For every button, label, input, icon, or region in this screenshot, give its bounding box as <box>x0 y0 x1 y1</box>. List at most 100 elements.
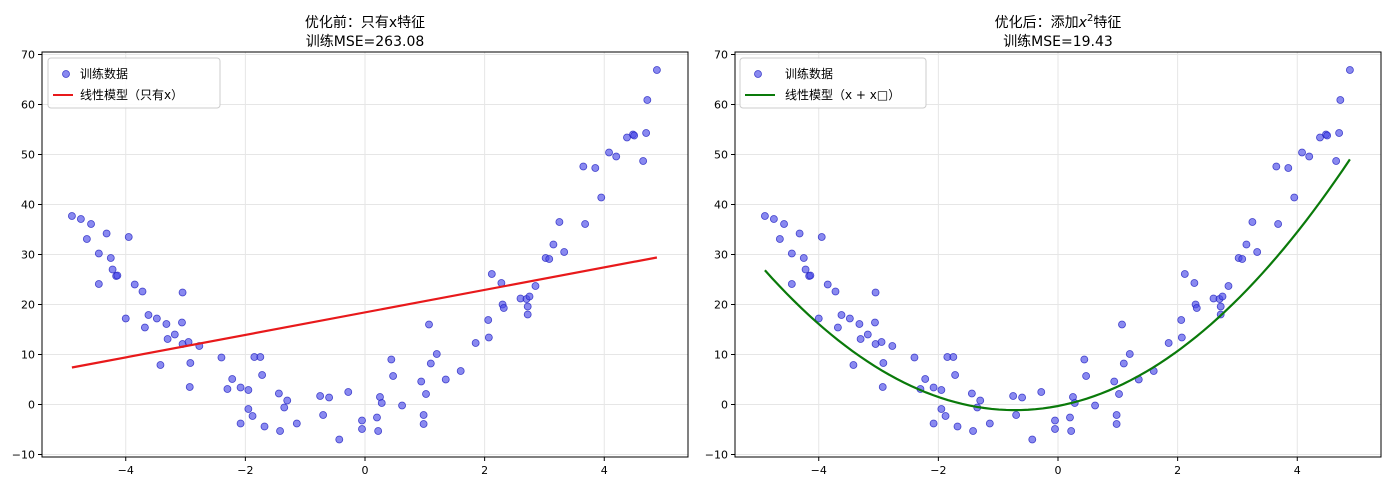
right-scatter-point <box>1112 411 1121 419</box>
left-scatter-point <box>643 96 652 104</box>
left-scatter-point <box>152 314 161 323</box>
right-scatter-point <box>1248 218 1257 226</box>
left-scatter-point <box>68 212 76 220</box>
left-scatter-point <box>87 220 95 228</box>
left-scatter-point <box>422 390 430 398</box>
left-scatter-point <box>244 405 253 413</box>
right-scatter-point <box>1242 240 1251 249</box>
right-grid <box>735 52 1381 457</box>
right-scatter-point <box>888 342 897 350</box>
right-scatter-point <box>1180 270 1189 278</box>
right-scatter-point <box>1298 148 1306 157</box>
left-xtick-label: 2 <box>481 464 488 477</box>
right-scatter-point <box>921 375 930 383</box>
right-scatter-point <box>1091 401 1099 410</box>
right-ytick-label: 50 <box>714 149 728 162</box>
right-ticks: −4 −2 0 2 4 −10 0 10 20 30 40 50 60 70 <box>705 49 1301 478</box>
left-scatter-point <box>374 427 383 435</box>
right-scatter-point <box>761 212 769 220</box>
left-scatter-point <box>531 282 540 290</box>
right-scatter-point <box>1216 302 1225 311</box>
left-scatter-point <box>549 240 558 249</box>
right-scatter-point <box>1192 304 1201 312</box>
right-scatter-point <box>953 422 962 431</box>
right-scatter-point <box>1290 193 1299 202</box>
left-ytick-label: 10 <box>21 349 35 362</box>
left-scatter-point <box>426 359 435 368</box>
left-scatter-point <box>244 386 253 394</box>
left-ytick-label: 50 <box>21 149 35 162</box>
left-scatter-point <box>523 310 532 319</box>
right-scatter-point <box>1345 66 1354 74</box>
right-chart-title-sup: 2 <box>1087 13 1093 24</box>
right-scatter-point <box>1125 350 1134 358</box>
left-scatter-point <box>484 333 493 342</box>
left-scatter-point <box>138 287 147 296</box>
left-model-line <box>71 256 658 369</box>
left-scatter-point <box>82 235 91 243</box>
left-scatter-point <box>545 255 554 263</box>
right-scatter-point <box>929 383 938 392</box>
right-scatter-point <box>856 335 865 343</box>
right-plot-frame <box>734 51 1382 458</box>
right-scatter-point <box>833 323 842 332</box>
left-chart-subtitle: 训练MSE=263.08 <box>306 34 425 50</box>
right-scatter-point <box>1051 416 1059 425</box>
right-scatter-point <box>1051 425 1059 433</box>
right-scatter-point <box>1177 333 1186 342</box>
right-scatter-point <box>801 265 810 274</box>
right-scatter-point <box>1009 392 1018 400</box>
left-scatter-point <box>236 383 245 392</box>
right-scatter-point <box>929 419 938 428</box>
left-scatter-point <box>523 302 532 311</box>
right-scatter-point <box>877 338 886 346</box>
left-scatter-point <box>605 148 613 157</box>
left-scatter-point <box>217 353 226 362</box>
left-scatter-point <box>630 131 639 140</box>
right-scatter-point <box>863 330 872 339</box>
left-scatter-point <box>432 350 441 358</box>
left-legend-box <box>47 57 221 109</box>
right-scatter-point <box>937 405 946 413</box>
right-scatter-point <box>837 311 846 319</box>
left-scatter-point <box>316 392 325 400</box>
left-scatter-point <box>130 280 139 289</box>
right-marks <box>761 66 1354 444</box>
left-scatter-point <box>398 401 406 410</box>
right-chart-title-prefix: 优化后：添加 <box>995 15 1079 31</box>
right-scatter-point <box>1284 164 1293 172</box>
left-scatter-point <box>652 66 661 74</box>
right-ytick-label: 30 <box>714 249 728 262</box>
right-scatter-point <box>985 419 994 428</box>
right-scatter-point <box>823 280 832 289</box>
right-scatter-point <box>969 427 977 435</box>
left-scatter-point <box>292 419 301 428</box>
left-scatter-point <box>484 316 493 324</box>
left-scatter-point <box>108 265 117 274</box>
left-scatter-point <box>106 254 115 262</box>
right-scatter-point <box>1305 152 1314 161</box>
right-scatter-point <box>1332 157 1341 165</box>
right-scatter-point <box>1112 420 1121 428</box>
right-xtick-label: −4 <box>811 464 827 477</box>
left-scatter-point <box>579 162 588 171</box>
left-scatter-point <box>612 152 621 161</box>
right-scatter-point <box>1115 390 1123 398</box>
right-scatter-point <box>1224 282 1233 290</box>
right-model-curve <box>764 158 1351 412</box>
left-scatter-point <box>144 311 153 319</box>
left-scatter-point <box>387 355 396 364</box>
left-scatter-point <box>185 383 194 391</box>
left-scatter-point <box>335 435 344 444</box>
right-scatter-point <box>849 361 858 369</box>
right-legend: 训练数据 线性模型（x + x□） <box>739 57 927 109</box>
right-scatter-point <box>1177 316 1186 324</box>
left-scatter-point <box>178 288 187 297</box>
right-scatter-point <box>1272 162 1281 171</box>
left-scatter-point <box>258 371 267 379</box>
left-scatter-point <box>274 389 283 398</box>
right-scatter-point <box>951 371 960 379</box>
right-scatter-point <box>1110 377 1119 386</box>
left-grid <box>42 52 688 457</box>
